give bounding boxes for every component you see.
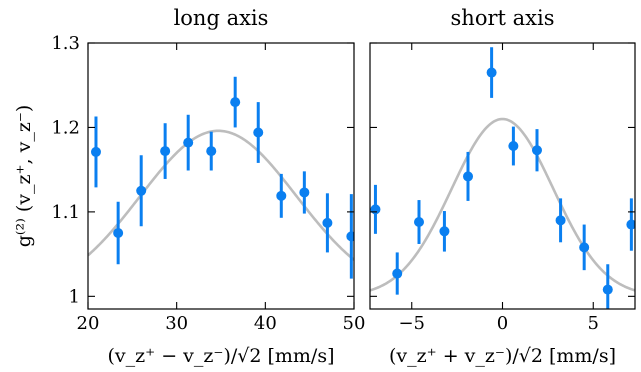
data-point-group [555,198,566,243]
panel-title: long axis [174,6,269,30]
panel-long-axis: long axis 20 30 40 50 1 1.1 1.2 1.3 (v_z⁺ − v_z⁻)… [51,6,365,367]
data-point [113,228,124,238]
data-point-group [439,211,450,252]
data-point [230,97,241,108]
data-point [322,217,333,228]
data-point-group [206,131,217,171]
data-point-group [299,171,310,214]
panel-title: short axis [451,6,555,30]
data-point [602,284,613,295]
plot-frame [87,42,355,310]
data-point [579,242,590,253]
data-point-group [253,102,264,163]
data-point-group [463,151,474,201]
y-tick-label: 1.1 [51,202,80,223]
y-tick-label: 1 [69,286,80,307]
data-point [626,219,635,230]
data-point-group [579,224,590,271]
data-point [160,146,171,157]
x-tick-label: 20 [77,313,100,334]
data-point [183,137,194,148]
data-point-group [276,173,287,218]
data-point [253,127,264,138]
plot-frame [369,42,636,310]
data-point-group [322,193,333,253]
data-point-group [626,198,635,251]
data-point [136,185,147,196]
x-axis-label: (v_z⁺ − v_z⁻)/√2 [mm/s] [107,345,334,367]
data-point-group [414,200,425,244]
data-point [531,145,542,156]
panel-short-axis: short axis −5 0 5 (v_z⁺ + v_z⁻)/√2 [mm/s] [369,6,636,367]
fit-curve [370,117,635,292]
data-point [346,231,354,242]
data-point [414,217,425,228]
x-tick-label: 50 [343,313,366,334]
x-tick-label: 0 [497,313,508,334]
data-point [463,171,474,182]
data-point-group [230,76,241,128]
x-tick-label: 5 [588,313,599,334]
x-tick-label: 30 [165,313,188,334]
data-point-group [486,47,497,98]
data-point-group [160,123,171,179]
data-point-group [183,114,194,171]
x-tick-label: 40 [254,313,277,334]
data-point [206,146,217,157]
data-point [439,226,450,237]
data-point [486,67,497,78]
data-point [555,215,566,226]
data-point-group [508,126,519,166]
data-point-group [531,129,542,172]
data-point-group [392,252,403,295]
data-point [299,187,310,198]
data-point-group [90,116,101,188]
data-point [392,268,403,279]
x-axis-label: (v_z⁺ + v_z⁻)/√2 [mm/s] [389,345,616,367]
data-point [370,204,381,215]
data-point-group [602,264,613,309]
y-tick-label: 1.3 [51,33,80,54]
data-point-group [370,184,381,234]
data-point-group [113,201,124,265]
y-tick-label: 1.2 [51,117,80,138]
data-point-group [136,155,147,227]
data-point-group [346,194,354,279]
data-point [276,190,287,201]
data-point [90,146,101,157]
fit-curve [88,129,354,261]
x-tick-label: −5 [398,313,425,334]
y-axis-label: g⁽²⁾ (v_z⁺, v_z⁻) [13,105,35,248]
data-point [508,141,519,152]
